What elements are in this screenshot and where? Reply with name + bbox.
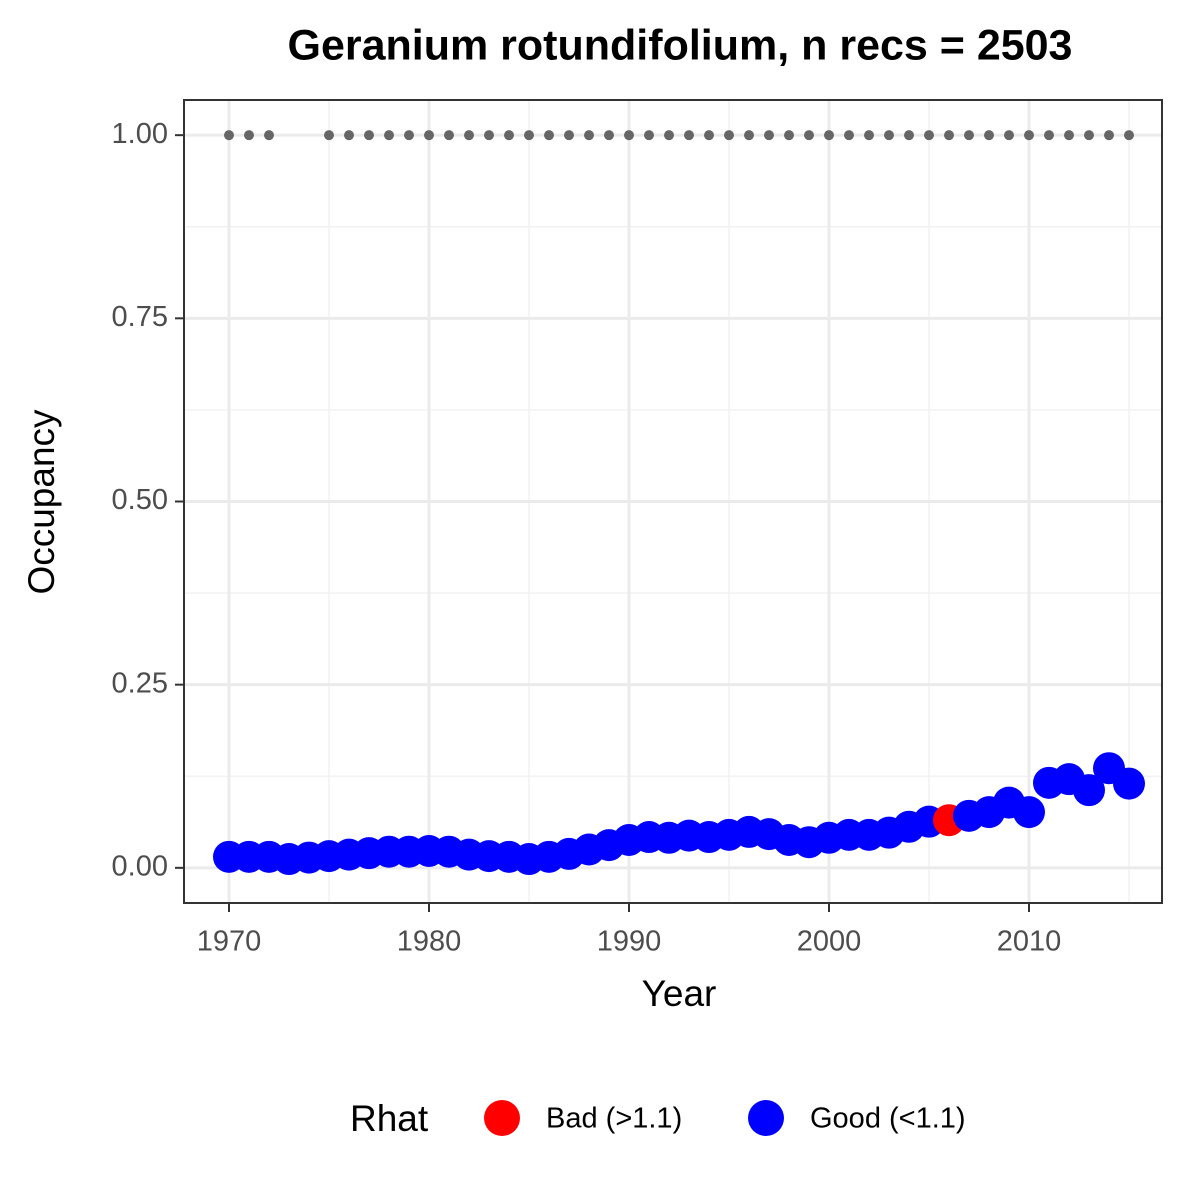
upper-point <box>624 130 634 141</box>
upper-point <box>704 130 714 141</box>
x-tick-label: 1980 <box>397 926 462 958</box>
point <box>1073 774 1105 807</box>
upper-point <box>984 130 994 141</box>
upper-point <box>664 130 674 141</box>
x-tick-label: 1970 <box>197 926 262 958</box>
point <box>1013 796 1045 829</box>
point <box>1113 767 1145 800</box>
upper-point <box>684 130 694 141</box>
upper-point <box>1124 130 1134 141</box>
upper-point <box>844 130 854 141</box>
legend-label: Bad (>1.1) <box>546 1103 682 1135</box>
y-tick-label: 1.00 <box>112 118 168 150</box>
upper-point <box>264 130 274 141</box>
upper-point <box>904 130 914 141</box>
upper-point <box>924 130 934 141</box>
upper-point <box>804 130 814 141</box>
x-tick-label: 1990 <box>597 926 662 958</box>
legend-swatch <box>748 1100 784 1136</box>
upper-point <box>384 130 394 141</box>
upper-point <box>324 130 334 141</box>
upper-point <box>464 130 474 141</box>
upper-point <box>964 130 974 141</box>
upper-point <box>864 130 874 141</box>
upper-point <box>524 130 534 141</box>
upper-point <box>244 130 254 141</box>
upper-point <box>944 130 954 141</box>
x-tick-label: 2000 <box>797 926 862 958</box>
upper-point <box>1084 130 1094 141</box>
upper-point <box>224 130 234 141</box>
upper-point <box>644 130 654 141</box>
upper-point <box>504 130 514 141</box>
upper-point <box>424 130 434 141</box>
upper-point <box>344 130 354 141</box>
upper-point <box>604 130 614 141</box>
chart-title: Geranium rotundifolium, n recs = 2503 <box>288 21 1073 69</box>
upper-point <box>784 130 794 141</box>
upper-point <box>1004 130 1014 141</box>
y-tick-label: 0.00 <box>112 850 168 882</box>
upper-point <box>584 130 594 141</box>
upper-point <box>724 130 734 141</box>
x-tick-label: 2010 <box>997 926 1062 958</box>
upper-point <box>1044 130 1054 141</box>
upper-point <box>564 130 574 141</box>
upper-point <box>544 130 554 141</box>
y-tick-label: 0.25 <box>112 667 168 699</box>
upper-point <box>884 130 894 141</box>
upper-point <box>1064 130 1074 141</box>
plot-border <box>183 99 1163 904</box>
x-axis-title: Year <box>642 973 717 1014</box>
upper-point <box>484 130 494 141</box>
legend-swatch <box>484 1100 520 1136</box>
y-tick-label: 0.75 <box>112 301 168 333</box>
upper-point <box>824 130 834 141</box>
upper-point <box>1104 130 1114 141</box>
upper-point <box>444 130 454 141</box>
legend-label: Good (<1.1) <box>810 1103 966 1135</box>
y-tick-label: 0.50 <box>112 484 168 516</box>
upper-point <box>764 130 774 141</box>
upper-point <box>364 130 374 141</box>
upper-point <box>404 130 414 141</box>
upper-point <box>1024 130 1034 141</box>
y-axis-title: Occupancy <box>21 409 62 595</box>
upper-point <box>744 130 754 141</box>
legend-title: Rhat <box>350 1098 429 1139</box>
